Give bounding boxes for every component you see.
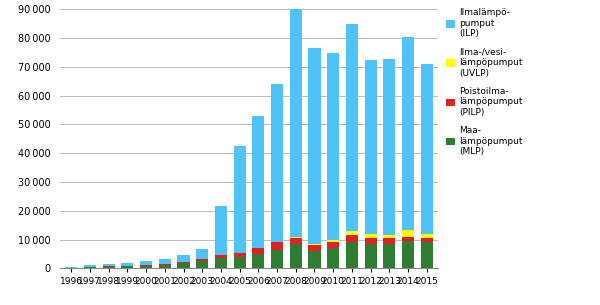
- Bar: [346, 23, 358, 231]
- Bar: [290, 237, 302, 238]
- Bar: [421, 242, 433, 268]
- Bar: [365, 238, 377, 244]
- Bar: [346, 231, 358, 235]
- Bar: [327, 240, 339, 242]
- Bar: [178, 262, 190, 263]
- Bar: [421, 64, 433, 234]
- Bar: [140, 265, 152, 266]
- Bar: [215, 256, 227, 258]
- Bar: [402, 241, 414, 268]
- Bar: [103, 266, 115, 267]
- Bar: [383, 238, 395, 244]
- Bar: [252, 254, 265, 268]
- Bar: [178, 263, 190, 268]
- Legend: Ilmalämpö-
pumput
(ILP), Ilma-/vesi-
lämpöpumput
(UVLP), Poistoilma-
lämpöpumput: Ilmalämpö- pumput (ILP), Ilma-/vesi- läm…: [446, 9, 523, 156]
- Bar: [327, 248, 339, 268]
- Bar: [327, 242, 339, 248]
- Bar: [252, 116, 265, 248]
- Bar: [327, 53, 339, 240]
- Bar: [308, 245, 320, 251]
- Bar: [103, 264, 115, 266]
- Bar: [365, 234, 377, 238]
- Bar: [421, 234, 433, 238]
- Bar: [383, 244, 395, 268]
- Bar: [402, 37, 414, 229]
- Bar: [290, 244, 302, 268]
- Bar: [196, 249, 208, 259]
- Bar: [308, 48, 320, 244]
- Bar: [271, 242, 283, 250]
- Bar: [159, 264, 171, 265]
- Bar: [140, 261, 152, 265]
- Bar: [271, 84, 283, 242]
- Bar: [383, 235, 395, 238]
- Bar: [215, 258, 227, 268]
- Bar: [365, 244, 377, 268]
- Bar: [159, 259, 171, 264]
- Bar: [233, 257, 246, 268]
- Bar: [252, 248, 265, 254]
- Bar: [402, 237, 414, 241]
- Bar: [421, 238, 433, 242]
- Bar: [365, 59, 377, 234]
- Bar: [84, 265, 96, 267]
- Bar: [159, 265, 171, 268]
- Bar: [84, 267, 96, 268]
- Bar: [233, 253, 246, 257]
- Bar: [121, 266, 133, 268]
- Bar: [233, 146, 246, 253]
- Bar: [271, 250, 283, 268]
- Bar: [178, 255, 190, 262]
- Bar: [196, 261, 208, 268]
- Bar: [103, 267, 115, 268]
- Bar: [346, 242, 358, 268]
- Bar: [308, 244, 320, 245]
- Bar: [290, 238, 302, 244]
- Bar: [215, 206, 227, 256]
- Bar: [290, 6, 302, 237]
- Bar: [121, 263, 133, 266]
- Bar: [196, 259, 208, 261]
- Bar: [383, 59, 395, 235]
- Bar: [308, 251, 320, 268]
- Bar: [346, 235, 358, 242]
- Bar: [402, 229, 414, 237]
- Bar: [140, 266, 152, 268]
